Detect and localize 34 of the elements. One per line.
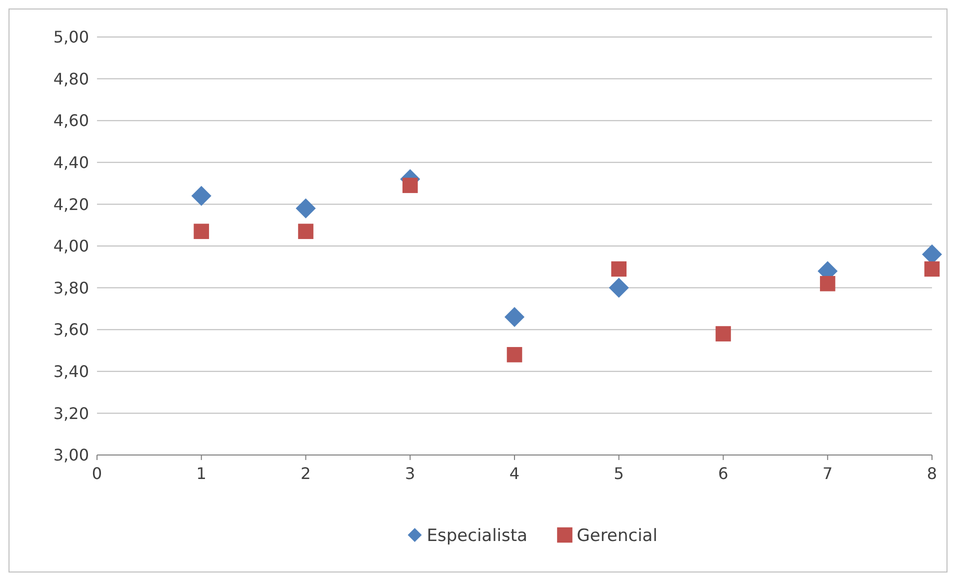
- y-tick-label: 3,00: [53, 446, 89, 465]
- x-tick-label: 8: [926, 464, 938, 483]
- point: [608, 278, 629, 298]
- point: [191, 186, 212, 206]
- point: [716, 326, 731, 342]
- point: [611, 261, 627, 277]
- x-tick-label: 5: [614, 464, 624, 483]
- point: [504, 307, 524, 328]
- y-tick-label: 3,80: [53, 278, 89, 298]
- x-tick-label: 4: [509, 464, 520, 483]
- y-tick-label: 4,20: [53, 194, 89, 214]
- point: [820, 276, 836, 292]
- x-tick-label: 6: [718, 464, 728, 483]
- y-tick-label: 4,40: [53, 153, 89, 172]
- y-tick-label: 4,00: [53, 236, 89, 256]
- x-tick-label: 1: [196, 464, 206, 483]
- y-tick-label: 3,60: [53, 320, 89, 340]
- y-tick-label: 4,60: [53, 111, 89, 130]
- x-tick-label: 0: [92, 464, 102, 483]
- y-tick-label: 3,40: [53, 362, 89, 381]
- legend-label: Especialista: [426, 526, 528, 546]
- point: [402, 178, 418, 194]
- point: [298, 224, 314, 240]
- y-tick-label: 3,20: [53, 404, 89, 423]
- point: [506, 347, 522, 362]
- point: [296, 198, 316, 218]
- x-tick-label: 2: [300, 464, 311, 483]
- y-tick-label: 4,80: [53, 69, 89, 88]
- x-tick-label: 3: [405, 464, 416, 483]
- point: [194, 224, 210, 240]
- point: [924, 261, 940, 277]
- legend-label: Gerencial: [576, 526, 658, 546]
- x-tick-label: 7: [822, 464, 833, 483]
- y-tick-label: 5,00: [53, 28, 89, 47]
